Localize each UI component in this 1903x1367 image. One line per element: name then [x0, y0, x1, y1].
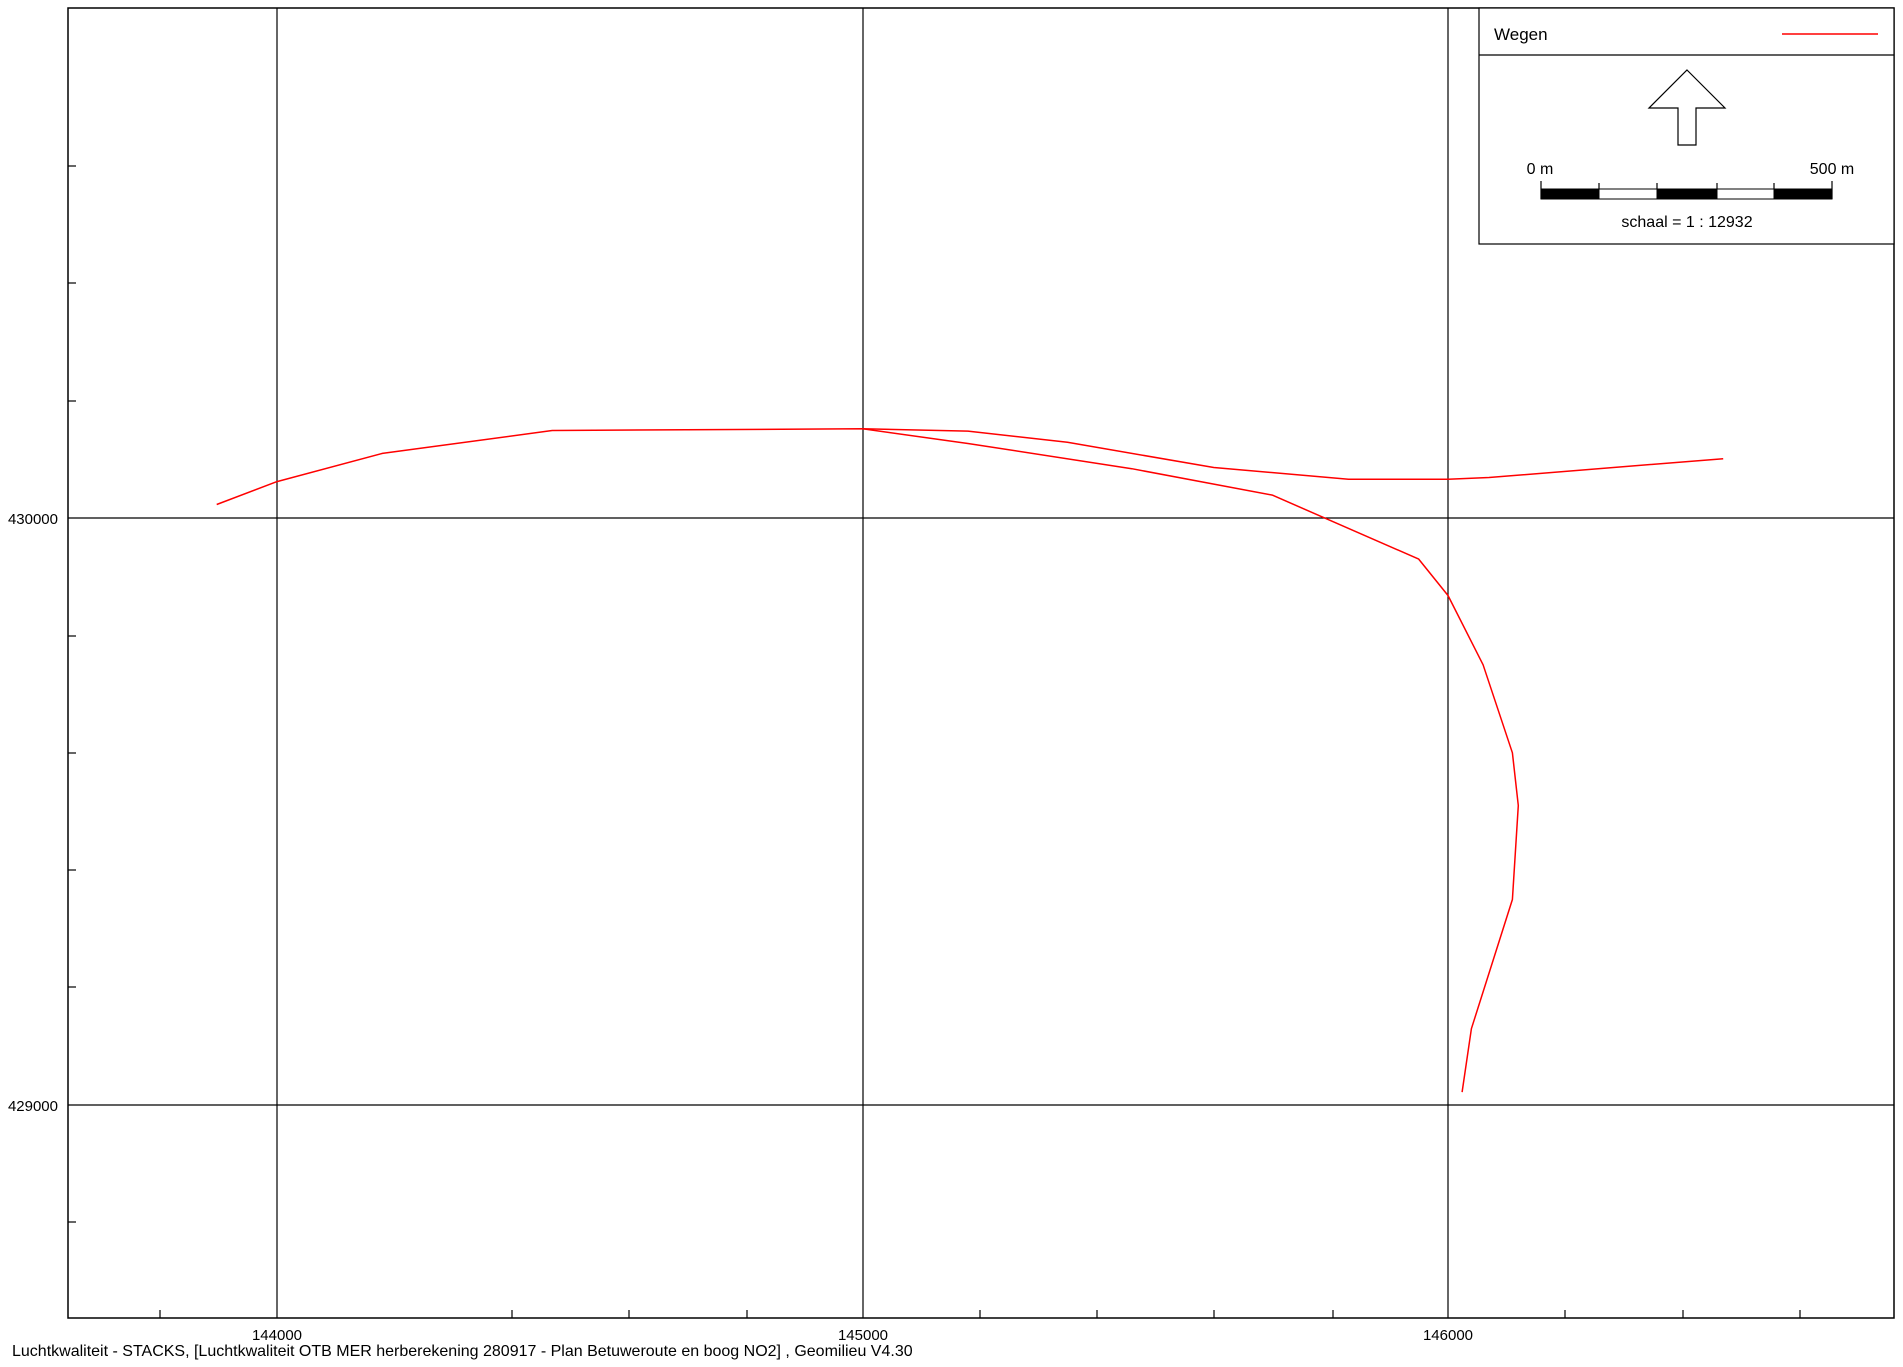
road-curve-road: [862, 428, 1520, 1093]
x-axis-ticks: [159, 1310, 1801, 1318]
scale-end-label: 500 m: [1810, 161, 1854, 178]
y-label-429000: 429000: [8, 1098, 58, 1115]
north-arrow-icon: [1647, 69, 1727, 146]
scale-start-label: 0 m: [1527, 161, 1554, 178]
legend-box: Wegen 0 m 500 m schaal = 1 : 12932: [1478, 7, 1895, 245]
scale-bar: 0 m 500 m schaal = 1 : 12932: [1527, 161, 1855, 231]
scale-ratio-text: schaal = 1 : 12932: [1621, 214, 1752, 231]
y-axis-ticks: [68, 165, 76, 1223]
x-label-146000: 146000: [1423, 1327, 1473, 1344]
legend-layer-label: Wegen: [1494, 25, 1548, 44]
x-label-145000: 145000: [838, 1327, 888, 1344]
roads-layer: [216, 428, 1724, 1093]
road-main-road: [216, 428, 1724, 506]
x-label-144000: 144000: [252, 1327, 302, 1344]
grid: [68, 8, 1894, 1318]
map-caption: Luchtkwaliteit - STACKS, [Luchtkwaliteit…: [12, 1343, 913, 1360]
y-label-430000: 430000: [8, 511, 58, 528]
